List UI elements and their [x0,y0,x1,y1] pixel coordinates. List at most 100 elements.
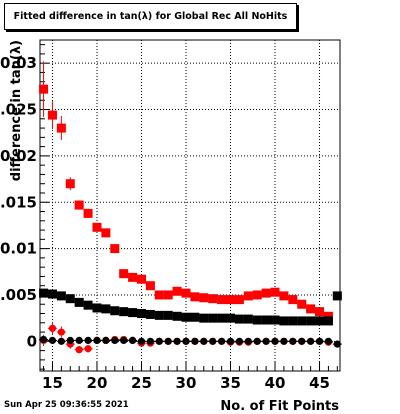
data-point-square [279,291,289,301]
data-point-square [154,310,164,320]
data-point-circle [324,337,333,345]
data-point-square [110,306,120,316]
data-point-circle [48,336,57,345]
y-tick-label: 0.015 [0,193,37,211]
data-point-circle [191,337,199,345]
data-point-square [297,316,307,326]
data-point-square [332,291,342,301]
chart-title-box: Fitted difference in tan(λ) for Global R… [4,3,297,30]
data-point-circle [84,336,92,345]
data-point-square [323,316,333,326]
data-point-square [234,314,244,324]
data-point-square [56,123,66,133]
data-point-square [199,293,209,303]
data-point-square [315,316,325,326]
data-point-circle [75,336,83,345]
data-point-square [243,314,253,324]
data-point-square [47,110,57,120]
data-point-circle [200,337,208,345]
data-point-circle [57,337,65,345]
data-point-square [128,308,138,318]
data-point-square [163,310,173,320]
data-point-square [190,312,200,322]
data-point-circle [84,345,92,353]
data-point-circle [137,337,146,345]
axis-ticks [40,44,338,371]
data-point-square [172,286,182,296]
data-point-circle [271,337,279,345]
data-point-square [145,309,155,319]
data-point-square [181,288,191,298]
data-point-square [261,315,271,325]
data-point-circle [244,337,252,345]
x-tick-label: 25 [131,374,152,392]
data-point-square [83,208,93,218]
data-point-circle [218,337,226,345]
data-point-square [74,297,84,307]
data-point-circle [66,336,74,345]
data-point-circle [280,337,288,345]
data-point-circle [155,337,163,345]
data-point-circle [75,346,83,354]
data-point-square [56,291,66,301]
x-tick-label: 20 [87,374,108,392]
data-point-circle [146,337,154,345]
data-point-square [270,315,280,325]
data-point-circle [102,336,110,345]
timestamp: Sun Apr 25 09:36:55 2021 [4,400,129,410]
data-point-square [65,179,75,189]
y-tick-label: 0 [27,332,37,350]
data-point-square [119,307,129,317]
data-point-square [252,290,262,300]
data-point-square [136,309,146,319]
data-point-square [208,313,218,323]
data-point-circle [48,324,57,332]
tick-labels: 15 20 25 30 35 40 45 0 0.005 0.01 0.015 0.02 0.025 0.… [0,54,330,392]
data-point-circle [298,337,306,345]
data-point-square [315,307,325,317]
data-point-square [226,295,236,305]
data-point-square [261,288,271,298]
data-point-circle [164,337,172,345]
data-point-square [128,272,138,282]
data-point-circle [253,337,261,345]
data-point-square [136,274,146,284]
data-point-circle [289,337,297,345]
data-point-square [74,200,84,210]
data-marks [39,61,342,354]
data-point-square [47,289,57,299]
data-point-square [39,288,49,298]
data-point-square [306,316,316,326]
data-point-square [92,303,102,313]
data-point-square [323,311,333,321]
y-tick-label: 0.01 [0,240,37,258]
data-point-circle [315,337,324,345]
y-tick-label: 0.03 [0,54,37,72]
data-point-circle [173,337,181,345]
data-point-square [172,311,182,321]
data-point-circle [182,337,190,345]
data-point-square [101,228,111,238]
x-tick-label: 45 [309,374,330,392]
data-point-circle [307,337,315,345]
data-point-square [306,304,316,314]
y-tick-label: 0.025 [0,101,37,119]
x-axis-title: No. of Fit Points [220,399,339,414]
chart-title: Fitted difference in tan(λ) for Global R… [13,11,288,22]
data-point-circle [333,340,341,348]
data-point-square [119,269,129,279]
data-point-square [163,290,173,300]
data-point-square [181,312,191,322]
data-point-square [252,315,262,325]
plot-frame [39,39,341,372]
data-point-square [39,84,49,94]
data-point-square [208,294,218,304]
data-point-square [154,290,164,300]
data-point-square [217,313,227,323]
x-tick-label: 35 [220,374,241,392]
data-point-square [83,300,93,310]
data-point-circle [57,328,65,336]
data-point-circle [128,336,137,345]
data-point-square [190,292,200,302]
